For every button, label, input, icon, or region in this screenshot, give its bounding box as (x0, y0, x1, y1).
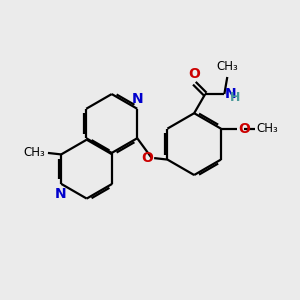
Text: N: N (225, 87, 237, 101)
Text: O: O (141, 151, 153, 165)
Text: O: O (238, 122, 250, 136)
Text: N: N (55, 187, 66, 201)
Text: H: H (230, 91, 241, 103)
Text: O: O (188, 67, 200, 81)
Text: N: N (131, 92, 143, 106)
Text: CH₃: CH₃ (257, 122, 279, 135)
Text: CH₃: CH₃ (216, 60, 238, 73)
Text: CH₃: CH₃ (24, 146, 46, 159)
